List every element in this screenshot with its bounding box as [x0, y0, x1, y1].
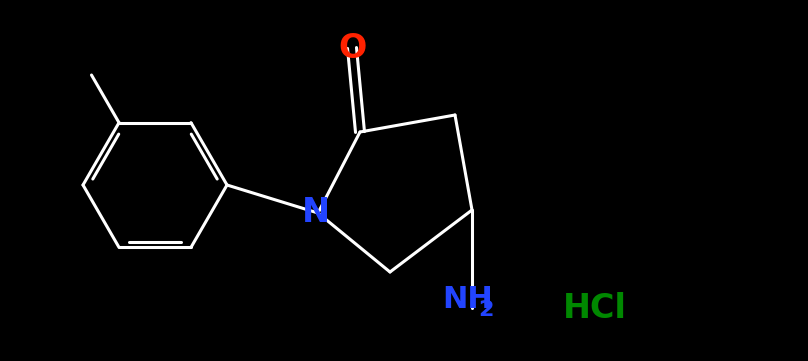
Text: NH: NH	[443, 286, 494, 314]
Text: 2: 2	[478, 300, 494, 320]
Text: O: O	[338, 31, 366, 65]
Text: N: N	[302, 196, 330, 230]
Text: HCl: HCl	[563, 291, 627, 325]
